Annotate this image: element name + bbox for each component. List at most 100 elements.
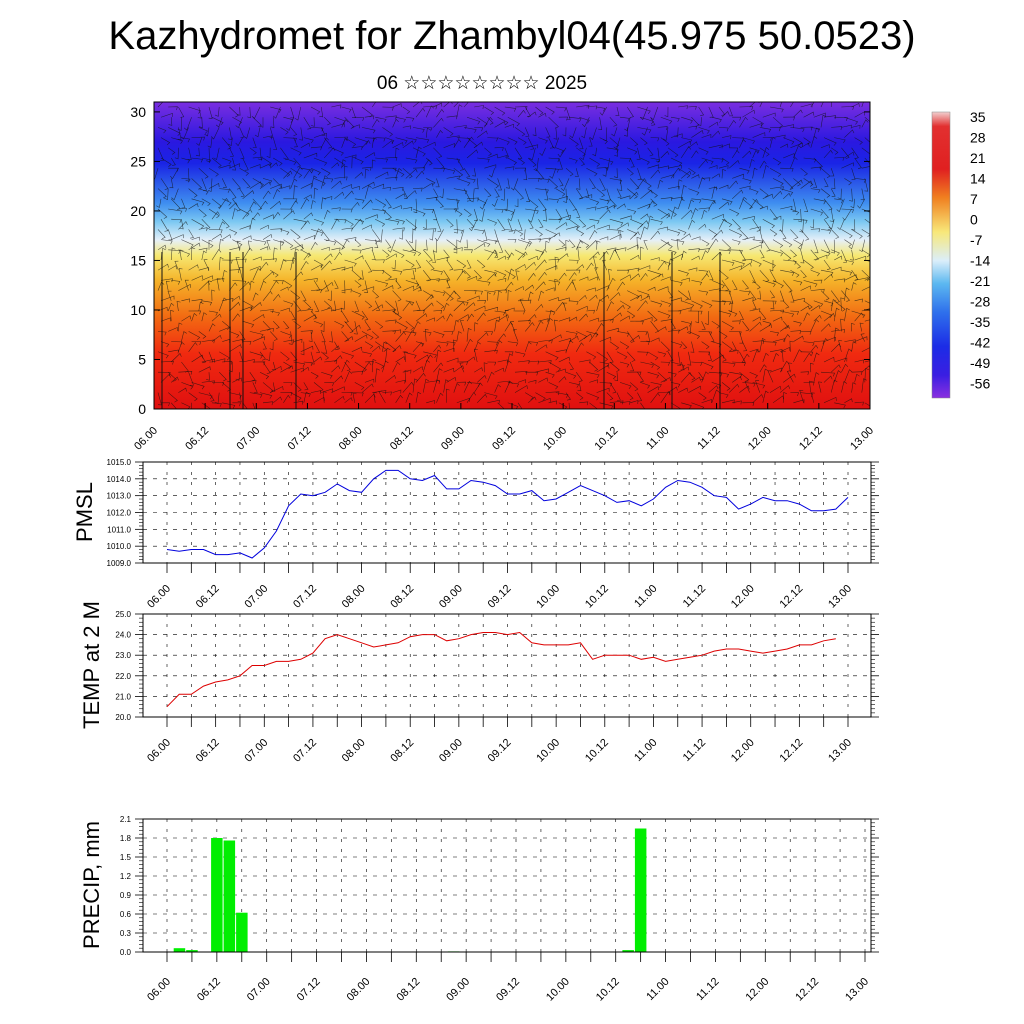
wind-barb <box>487 361 497 366</box>
wind-barb <box>344 397 353 404</box>
wind-barb <box>769 385 782 393</box>
wind-barb <box>670 297 682 302</box>
wind-barb <box>708 121 719 128</box>
wind-barb <box>614 372 619 382</box>
wind-barb <box>252 402 256 409</box>
wind-barb <box>640 246 644 261</box>
wind-barb <box>831 364 841 373</box>
wind-barb <box>463 136 474 148</box>
wind-barb <box>609 233 622 240</box>
wind-barb <box>382 341 388 352</box>
wind-barb <box>565 269 581 274</box>
wind-barb <box>609 312 622 322</box>
wind-barb <box>188 106 201 114</box>
wind-barb <box>395 193 406 200</box>
wind-barb <box>446 376 457 383</box>
wind-barb <box>198 267 209 272</box>
wind-barb <box>742 382 756 387</box>
wind-barb <box>864 259 870 262</box>
wind-barb <box>688 267 698 272</box>
wind-barb <box>844 129 855 138</box>
wind-barb <box>657 326 667 332</box>
wind-barb <box>404 351 409 363</box>
wind-barb <box>762 280 776 288</box>
wind-barb <box>168 106 178 111</box>
wind-barb <box>198 281 210 291</box>
wind-barb <box>293 239 304 251</box>
wind-barb <box>823 313 835 322</box>
wind-barb <box>191 218 205 229</box>
wind-barb <box>446 198 460 204</box>
wind-barb <box>320 197 326 210</box>
wind-barb <box>602 168 608 177</box>
wind-barb <box>310 127 324 132</box>
wind-barb <box>626 351 636 362</box>
wind-barb <box>742 109 755 118</box>
wind-barb <box>769 349 783 354</box>
wind-barb <box>324 360 338 365</box>
wind-barb <box>691 198 702 204</box>
wind-barb <box>484 164 497 169</box>
wind-barb <box>504 380 513 393</box>
wind-barb <box>402 381 414 393</box>
wind-barb <box>453 383 460 393</box>
wind-barb <box>560 178 570 192</box>
wind-barb <box>228 137 233 147</box>
wind-barb <box>548 334 562 342</box>
wind-barb <box>596 224 610 230</box>
wind-barb <box>861 378 867 393</box>
wind-barb <box>517 379 526 384</box>
precip-frame <box>142 818 872 953</box>
wind-barb <box>678 307 692 312</box>
wind-barb <box>425 105 434 118</box>
wind-barb <box>504 249 511 258</box>
wind-barb <box>229 202 238 210</box>
wind-barb <box>181 331 187 342</box>
wind-barb <box>551 137 560 149</box>
wind-barb <box>259 246 269 251</box>
pmsl-panel: 1009.01010.01011.01012.01013.01014.01015… <box>72 458 879 611</box>
wind-barb <box>752 259 762 267</box>
wind-barb <box>565 167 574 177</box>
wind-barb <box>191 313 198 322</box>
wind-barb <box>242 380 257 384</box>
p3-x-tick-label: 13.00 <box>826 737 854 765</box>
wind-barb <box>341 331 350 342</box>
wind-barb <box>711 213 724 220</box>
wind-barb <box>732 219 742 230</box>
wind-barb <box>650 321 659 333</box>
p4-x-tick-label: 08.00 <box>345 976 373 1004</box>
wind-barb <box>841 229 853 239</box>
wind-barb <box>790 179 803 189</box>
wind-barb <box>650 337 660 342</box>
wind-barb <box>477 393 488 403</box>
wind-barb <box>484 147 492 156</box>
wind-barb <box>320 127 326 136</box>
wind-barb <box>262 135 273 140</box>
p2-x-tick-label: 11.12 <box>681 583 708 610</box>
wind-barb <box>392 361 401 373</box>
wind-barb <box>310 106 321 115</box>
wind-barb <box>769 136 776 148</box>
wind-barb <box>535 304 544 312</box>
wind-barb <box>769 106 784 113</box>
wind-barb <box>535 188 549 194</box>
wind-barb <box>497 290 502 301</box>
wind-barb <box>178 387 187 393</box>
wind-barb <box>549 168 557 179</box>
wind-barb <box>351 124 360 129</box>
wind-barb <box>576 264 585 271</box>
wind-barb <box>300 167 314 174</box>
heatmap-x-tick-label: 11.00 <box>644 425 671 452</box>
wind-barb <box>497 277 507 282</box>
wind-barb <box>841 269 853 276</box>
wind-barb <box>412 127 425 133</box>
wind-barb <box>813 340 825 345</box>
wind-barb <box>160 341 170 348</box>
wind-barb <box>538 198 547 211</box>
wind-barb <box>423 331 432 336</box>
wind-barb <box>424 328 429 342</box>
wind-barb <box>395 320 408 331</box>
wind-barb <box>647 215 654 230</box>
wind-barb <box>222 219 230 229</box>
